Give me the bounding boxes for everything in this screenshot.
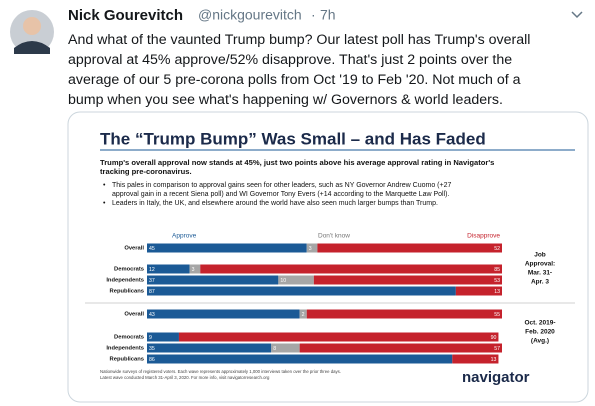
bar-disapprove <box>178 332 499 342</box>
bar-label: 90 <box>491 335 497 341</box>
legend-disapprove: Disapprove <box>467 233 500 240</box>
separator: · <box>311 7 316 23</box>
bar-label: 53 <box>494 278 500 284</box>
bar-approve <box>147 332 179 342</box>
bar-label: 2 <box>302 312 305 318</box>
group-label: (Avg.) <box>531 338 549 345</box>
bar-disapprove <box>306 309 502 319</box>
bar-approve <box>147 354 453 364</box>
bar-label: 57 <box>494 346 500 352</box>
bullet-text: Leaders in Italy, the UK, and elsewhere … <box>112 200 438 207</box>
group-label: Job <box>534 252 546 259</box>
bar-label: 3 <box>192 267 195 273</box>
bar-label: 35 <box>149 346 155 352</box>
image-title: The “Trump Bump” Was Small – and Has Fad… <box>100 129 486 148</box>
bar-approve <box>147 343 272 353</box>
bar-dont-know <box>306 243 318 253</box>
tweet-text: And what of the vaunted Trump bump? Our … <box>68 32 530 48</box>
tweet-text: average of our 5 pre-corona polls from O… <box>68 72 521 88</box>
bar-label: 3 <box>309 246 312 252</box>
bar-label: 9 <box>149 335 152 341</box>
bar-label: 37 <box>149 278 155 284</box>
subtitle: tracking pre-coronavirus. <box>100 167 192 176</box>
row-label: Democrats <box>114 335 144 341</box>
row-label: Overall <box>124 312 144 318</box>
bar-dont-know <box>299 309 307 319</box>
image-frame[interactable] <box>67 111 589 403</box>
row-label: Republicans <box>110 289 144 295</box>
bar-dont-know <box>189 264 201 274</box>
bar-label: 10 <box>280 278 286 284</box>
bar-approve <box>147 243 307 253</box>
bar-label: 45 <box>149 246 155 252</box>
logo: navigator <box>462 369 530 386</box>
group-label: Approval: <box>525 261 555 268</box>
bar-label: 13 <box>494 289 500 295</box>
row-label: Independents <box>106 278 144 284</box>
row-label: Republicans <box>110 357 144 363</box>
legend-dont-know: Don't know <box>318 233 350 240</box>
bar-label: 55 <box>494 312 500 318</box>
bar-disapprove <box>455 286 502 296</box>
bar-dont-know <box>278 275 314 285</box>
bar-disapprove <box>200 264 502 274</box>
bar-approve <box>147 264 190 274</box>
handle: @nickgourevitch <box>198 7 302 23</box>
bar-disapprove <box>313 275 502 285</box>
row-label: Overall <box>124 246 144 252</box>
bar-label: 85 <box>494 267 500 273</box>
bar-label: 8 <box>273 346 276 352</box>
bar-approve <box>147 286 456 296</box>
bar-disapprove <box>317 243 502 253</box>
group-label: Mar. 31- <box>528 270 552 277</box>
avatar-body <box>14 41 50 54</box>
group-label: Feb. 2020 <box>525 329 555 336</box>
footnote: Latest wave conducted March 31-April 3, … <box>100 375 270 380</box>
bar-label: 87 <box>149 289 155 295</box>
bar-label: 43 <box>149 312 155 318</box>
time: 7h <box>320 7 336 23</box>
tweet-text: approval at 45% approve/52% disapprove. … <box>68 52 512 68</box>
group-label: Oct. 2019- <box>524 320 555 327</box>
bar-label: 52 <box>494 246 500 252</box>
legend-approve: Approve <box>172 233 197 240</box>
footnote: Nationwide surveys of registered voters.… <box>100 369 341 374</box>
bar-disapprove <box>452 354 499 364</box>
bullet-dot: • <box>103 182 106 189</box>
author: Nick Gourevitch <box>68 7 183 24</box>
bar-dont-know <box>271 343 300 353</box>
bullet-text: approval gain in a recent Siena poll) an… <box>112 191 449 198</box>
bar-approve <box>147 275 279 285</box>
bar-disapprove <box>299 343 502 353</box>
avatar-face <box>23 17 41 35</box>
tweet-text: bump when you see what's happening w/ Go… <box>68 92 503 108</box>
bullet-dot: • <box>103 200 106 207</box>
menu-chevron[interactable] <box>571 11 583 19</box>
row-label: Independents <box>106 346 144 352</box>
row-label: Democrats <box>114 267 144 273</box>
subtitle: Trump's overall approval now stands at 4… <box>100 158 494 167</box>
bar-label: 13 <box>491 357 497 363</box>
bullet-text: This pales in comparison to approval gai… <box>112 182 451 189</box>
bar-approve <box>147 309 300 319</box>
group-label: Apr. 3 <box>531 279 549 286</box>
bar-label: 12 <box>149 267 155 273</box>
bar-label: 86 <box>149 357 155 363</box>
